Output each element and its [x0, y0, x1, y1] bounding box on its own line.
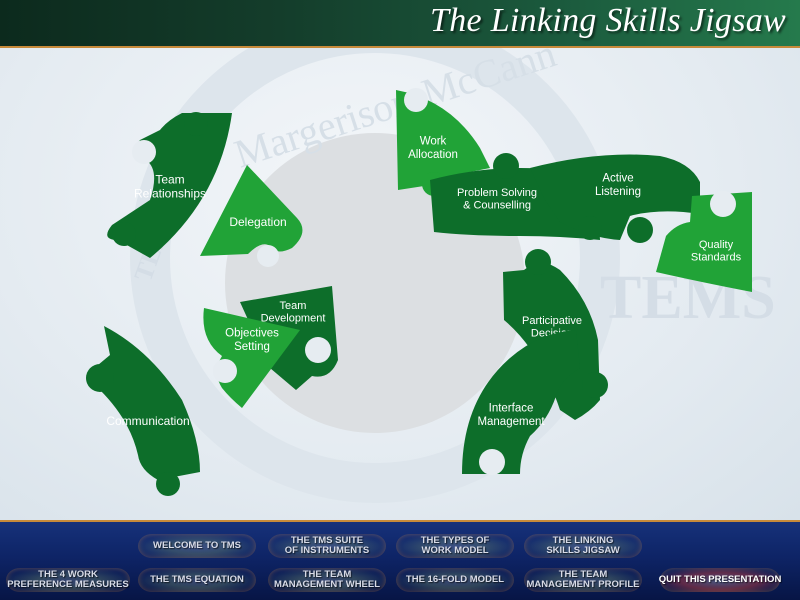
nav-types-button[interactable]: THE TYPES OF WORK MODEL [396, 534, 514, 558]
nav-profile-button[interactable]: THE TEAM MANAGEMENT PROFILE [524, 568, 642, 592]
piece-label: Interface Management [477, 403, 545, 428]
piece-label: Active Listening [595, 173, 641, 198]
jigsaw-diagram: Team Relationships Delegation Team Develop… [86, 88, 752, 496]
piece-active-listening[interactable]: Active Listening [530, 154, 700, 244]
header-bar: The Linking Skills Jigsaw [0, 0, 800, 48]
nav-wheel-button[interactable]: THE TEAM MANAGEMENT WHEEL [268, 568, 386, 592]
footer-nav: WELCOME TO TMS THE TMS SUITE OF INSTRUMEN… [0, 520, 800, 600]
piece-label: Team Relationships [134, 173, 206, 201]
page-title: The Linking Skills Jigsaw [430, 2, 786, 39]
piece-interface-management[interactable]: Interface Management [462, 330, 580, 475]
piece-label: Team Development [261, 300, 326, 325]
piece-communication[interactable]: Communication [86, 326, 200, 496]
nav-suite-button[interactable]: THE TMS SUITE OF INSTRUMENTS [268, 534, 386, 558]
piece-label: Objectives Setting [225, 328, 279, 353]
nav-linking-button[interactable]: THE LINKING SKILLS JIGSAW [524, 534, 642, 558]
nav-welcome-button[interactable]: WELCOME TO TMS [138, 534, 256, 558]
piece-label: Quality Standards [691, 239, 742, 264]
piece-team-relationships[interactable]: Team Relationships [107, 112, 232, 258]
nav-equation-button[interactable]: THE TMS EQUATION [138, 568, 256, 592]
nav-16fold-button[interactable]: THE 16-FOLD MODEL [396, 568, 514, 592]
piece-label: Work Allocation [408, 136, 458, 161]
nav-work-preference-button[interactable]: THE 4 WORK PREFERENCE MEASURES [6, 568, 130, 592]
piece-delegation[interactable]: Delegation [200, 165, 303, 267]
piece-quality-standards[interactable]: Quality Standards [656, 191, 752, 292]
piece-label: Communication [106, 414, 189, 428]
piece-label: Delegation [229, 215, 286, 229]
piece-label: Problem Solving & Counselling [457, 187, 537, 212]
piece-objectives-setting[interactable]: Objectives Setting [203, 308, 300, 408]
quit-button[interactable]: QUIT THIS PRESENTATION [659, 568, 781, 592]
